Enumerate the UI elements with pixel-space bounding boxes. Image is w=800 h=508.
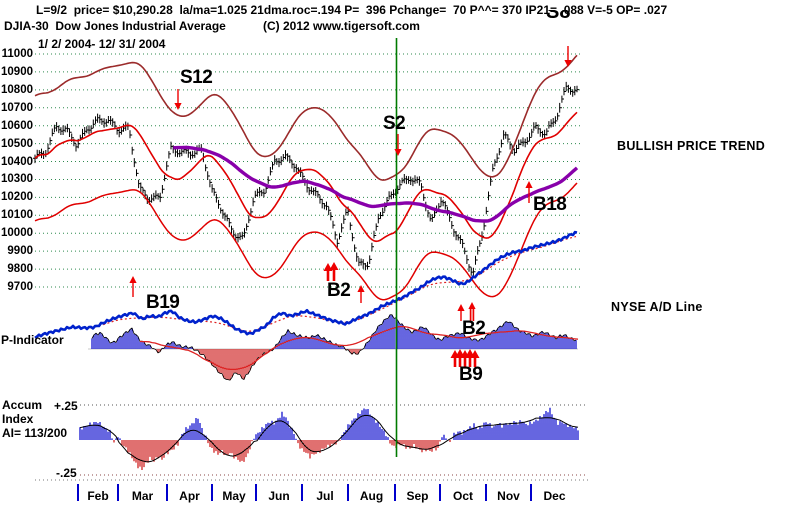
down-arrow-icon: [174, 103, 182, 110]
up-arrow-icon: [357, 285, 365, 292]
ma-fast-line: [34, 111, 578, 243]
accum-upper-gridline-label: +.25: [54, 399, 78, 413]
date-range-label: 1/ 2/ 2004- 12/ 31/ 2004: [38, 37, 166, 51]
header-stats-line: L=9/2 price= $10,290.28 la/ma=1.025 21dm…: [36, 3, 668, 17]
upper-band-line: [34, 54, 578, 181]
signal-arrow-B2b: [457, 304, 465, 321]
ad-line: [34, 230, 578, 339]
clipped-signal-s8: S8: [546, 10, 571, 23]
accum-label-line1: Accum: [2, 398, 43, 412]
p-indicator-ma-line: [139, 325, 579, 371]
down-arrow-icon: [394, 149, 402, 156]
bullish-trend-label: BULLISH PRICE TREND: [617, 139, 766, 153]
signal-arrow-B2a: [357, 285, 365, 303]
signal-arrow-S8: [564, 46, 572, 67]
accum-histogram-positive: [79, 407, 579, 440]
accum-label-line2: Index: [2, 412, 34, 426]
signal-arrow-B2b: [468, 302, 476, 321]
lower-band-line: [34, 182, 578, 301]
up-arrow-icon: [525, 181, 533, 188]
down-arrow-icon: [564, 60, 572, 67]
signal-arrow-S12: [174, 89, 182, 110]
accum-lower-gridline-label: -.25: [56, 466, 77, 480]
signal-arrow-B9: [470, 350, 480, 367]
app-title: DJIA-30 Dow Jones Industrial Average: [4, 19, 226, 33]
signal-arrow-S2: [394, 134, 402, 156]
signal-arrow-B2a: [329, 262, 339, 281]
up-arrow-icon: [468, 302, 476, 309]
copyright: (C) 2012 www.tigersoft.com: [263, 19, 420, 33]
p-indicator-histogram-negative: [155, 349, 361, 381]
accum-ai-value: AI= 113/200: [2, 426, 68, 440]
ma-slow-line: [173, 145, 579, 223]
signal-arrow-B19: [129, 276, 137, 297]
nyse-ad-line-label: NYSE A/D Line: [611, 300, 703, 314]
up-arrow-icon: [457, 304, 465, 311]
p-indicator-label: P-Indicator: [1, 333, 64, 347]
price-bars: [33, 81, 579, 276]
signal-arrow-B18: [525, 181, 533, 203]
up-arrow-icon: [470, 350, 480, 358]
up-arrow-icon: [129, 276, 137, 283]
up-arrow-icon: [329, 262, 339, 270]
accum-line: [79, 414, 579, 463]
p-indicator-outline: [91, 314, 577, 381]
p-indicator-histogram-positive: [91, 314, 577, 349]
accum-histogram-negative: [113, 440, 451, 470]
signal-arrow-B2a: [323, 263, 333, 281]
